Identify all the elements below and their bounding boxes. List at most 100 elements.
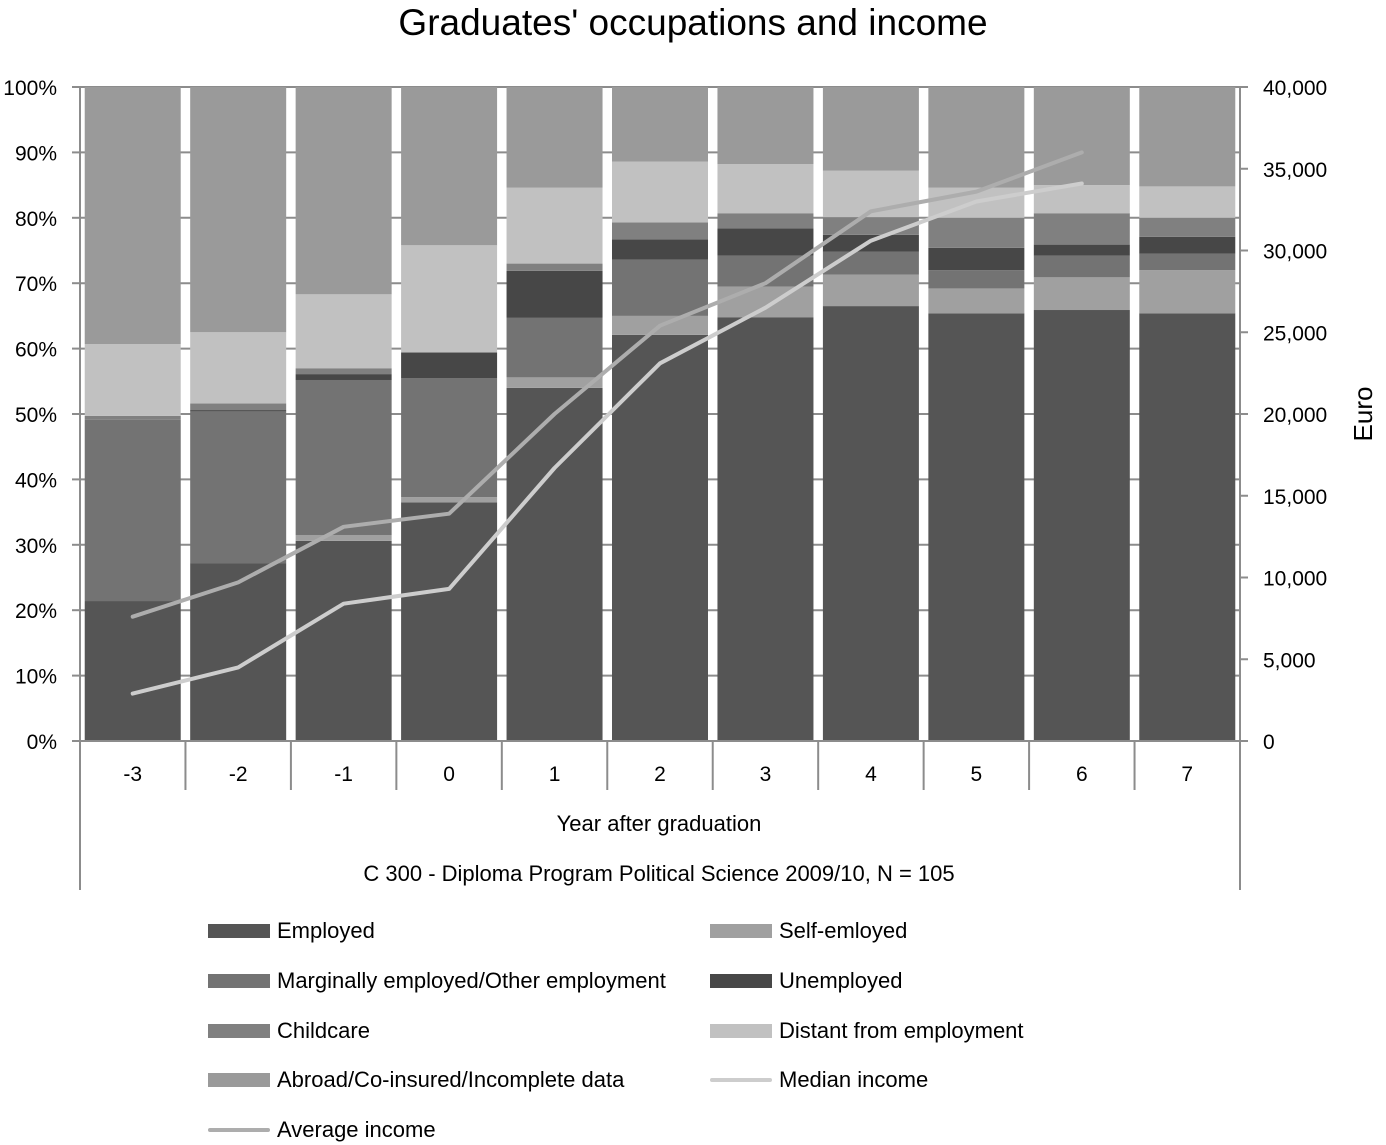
bar-segment — [1139, 236, 1236, 254]
bar-segment — [295, 534, 392, 541]
bar-segment — [1139, 270, 1236, 314]
legend-label: Distant from employment — [779, 1018, 1024, 1043]
income-line — [130, 181, 1084, 696]
legend-label: Childcare — [277, 1018, 370, 1043]
chart-plot: 0% 10% 20% 30% 40% 50% 60% 70% 80% 90% 100% 0 5,000… — [3, 77, 1378, 890]
legend-item: Childcare — [208, 1018, 370, 1044]
bar-segment — [190, 403, 287, 411]
bar-segment — [1033, 87, 1130, 186]
x-tick-label: -1 — [334, 763, 353, 786]
left-tick-label: 20% — [15, 600, 57, 623]
legend-item: Average income — [208, 1117, 436, 1143]
x-tick-label: -3 — [123, 763, 142, 786]
bar-segment — [1139, 217, 1236, 237]
legend-item: Self-emloyed — [710, 918, 907, 944]
legend-item: Abroad/Co-insured/Incomplete data — [208, 1067, 624, 1093]
chart-title: Graduates' occupations and income — [398, 2, 988, 43]
bar-segment — [190, 411, 287, 564]
legend-line-icon — [710, 1078, 772, 1082]
bar-segment — [506, 187, 603, 264]
legend-swatch-icon — [208, 974, 270, 988]
bar-segment — [612, 334, 708, 741]
x-axis-title: Year after graduation — [557, 811, 762, 836]
income-lines — [130, 150, 1084, 696]
legend-label: Self-emloyed — [779, 918, 908, 943]
bar-segment — [506, 87, 603, 188]
x-tick-label: -2 — [229, 763, 248, 786]
bar-segment — [928, 217, 1025, 248]
bar-segment — [928, 247, 1025, 271]
bar-segment — [928, 313, 1025, 741]
bar-segment — [822, 274, 919, 307]
bar-segment — [84, 415, 181, 420]
bar-segment — [612, 239, 708, 260]
bar-segment — [190, 332, 287, 404]
x-tick-label: 2 — [654, 763, 666, 786]
bar-segment — [190, 563, 287, 741]
bar-segment — [928, 87, 1025, 188]
legend-swatch-icon — [710, 974, 772, 988]
income-line — [130, 150, 1084, 619]
bar-segment — [1033, 244, 1130, 256]
bar-segment — [506, 317, 603, 378]
bar-segment — [295, 368, 392, 375]
x-tick-label: 5 — [971, 763, 983, 786]
legend-label: Employed — [277, 918, 375, 943]
left-tick-label: 100% — [3, 77, 57, 100]
legend-swatch-icon — [710, 1024, 772, 1038]
axes — [72, 87, 1248, 890]
legend-swatch-icon — [710, 924, 772, 938]
legend-swatch-icon — [208, 1024, 270, 1038]
right-tick-label: 35,000 — [1263, 159, 1327, 182]
right-tick-label: 20,000 — [1263, 404, 1327, 427]
legend-label: Unemployed — [779, 968, 903, 993]
bar-segment — [717, 286, 814, 318]
bar-segment — [1139, 186, 1236, 218]
left-axis-ticks: 0% 10% 20% 30% 40% 50% 60% 70% 80% 90% 100% — [3, 77, 80, 754]
right-tick-label: 40,000 — [1263, 77, 1327, 100]
bar-segment — [295, 374, 392, 380]
bar-segment — [612, 87, 708, 162]
chart-subtitle: C 300 - Diploma Program Political Scienc… — [363, 861, 954, 886]
bar-segment — [928, 270, 1025, 289]
left-tick-label: 10% — [15, 666, 57, 689]
stacked-bars — [84, 87, 1236, 741]
right-tick-label: 30,000 — [1263, 241, 1327, 264]
left-tick-label: 30% — [15, 535, 57, 558]
left-tick-label: 40% — [15, 469, 57, 492]
bar-segment — [612, 222, 708, 240]
x-tick-label: 6 — [1076, 763, 1088, 786]
bar-segment — [928, 288, 1025, 314]
bar-segment — [295, 294, 392, 369]
legend-label: Marginally employed/Other employment — [277, 968, 666, 993]
left-tick-label: 70% — [15, 273, 57, 296]
left-tick-label: 90% — [15, 142, 57, 165]
x-axis-ticks: -3 -2 -1 0 1 2 3 4 5 6 7 — [123, 741, 1193, 790]
bar-segment — [822, 234, 919, 252]
legend-item: Employed — [208, 918, 375, 944]
x-tick-label: 3 — [760, 763, 772, 786]
bar-segment — [401, 378, 498, 498]
bar-segment — [190, 87, 287, 333]
right-tick-label: 0 — [1263, 731, 1275, 754]
legend-item: Unemployed — [710, 968, 903, 994]
bar-segment — [1033, 255, 1130, 278]
left-tick-label: 0% — [27, 731, 57, 754]
legend-line-icon — [208, 1128, 270, 1132]
right-tick-label: 25,000 — [1263, 322, 1327, 345]
bar-segment — [401, 497, 498, 503]
bar-segment — [506, 377, 603, 388]
bar-segment — [84, 601, 181, 741]
bar-segment — [190, 410, 287, 412]
bar-segment — [506, 263, 603, 271]
right-axis-ticks: 0 5,000 10,000 15,000 20,000 25,000 30,000 35,0… — [1240, 77, 1327, 754]
bar-segment — [1139, 313, 1236, 741]
bar-segment — [822, 306, 919, 741]
bar-segment — [1139, 87, 1236, 187]
right-axis-title: Euro — [1348, 387, 1378, 442]
left-tick-label: 60% — [15, 339, 57, 362]
right-tick-label: 5,000 — [1263, 649, 1316, 672]
bar-segment — [401, 502, 498, 741]
bar-segment — [401, 245, 498, 353]
x-tick-label: 0 — [443, 763, 455, 786]
